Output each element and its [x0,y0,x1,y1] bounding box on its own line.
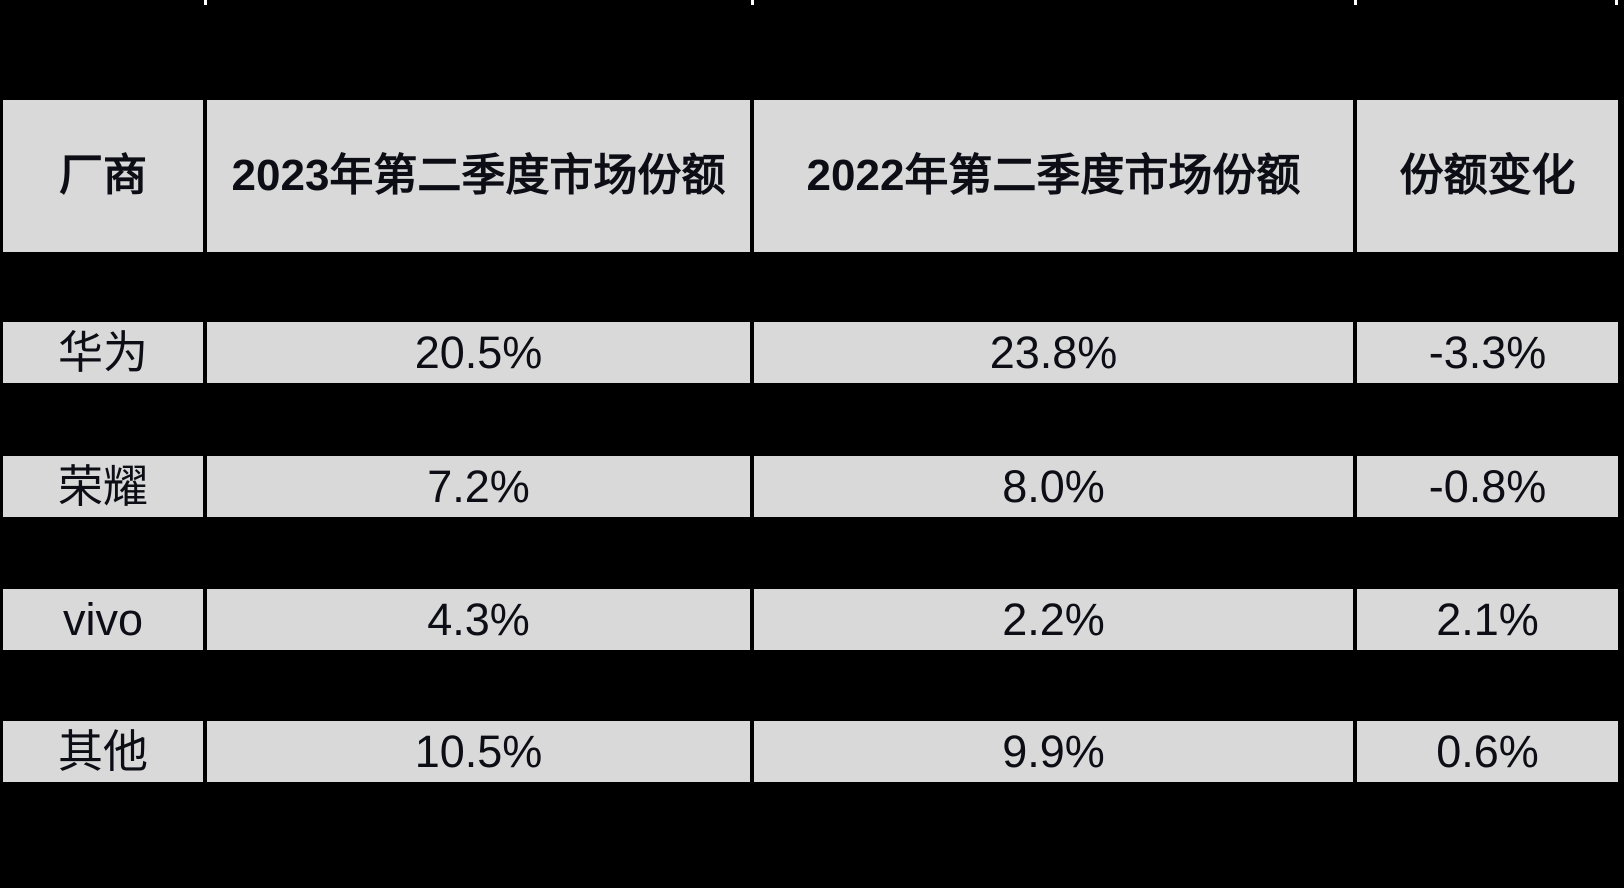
cell-share-change: -0.8% [1428,461,1547,512]
cell-q2-2022-share: 23.8% [754,322,1357,383]
cell-q2-2023-share: 7.2% [207,456,754,517]
cell-vendor: 荣耀 [3,456,207,517]
table-row-huawei: 华为 20.5% 23.8% -3.3% [3,322,1618,383]
top-grid-tick [1354,0,1357,5]
top-grid-tick [1615,0,1618,5]
cell-q2-2023-share: 4.3% [207,589,754,650]
table-row-others: 其他 10.5% 9.9% 0.6% [3,721,1618,782]
top-grid-tick [751,0,754,5]
cell-vendor: 其他 [3,721,207,782]
column-header-vendor: 厂商 [3,100,207,252]
cell-vendor: 华为 [3,322,207,383]
cell-q2-2022-share: 9.9% [754,721,1357,782]
cell-q2-2022-share: 2.2% [754,589,1357,650]
cell-share-change: 2.1% [1436,594,1539,645]
column-header-q2-2023-share: 2023年第二季度市场份额 [207,100,754,252]
cell-q2-2023-share: 20.5% [207,322,754,383]
cell-share-change: 0.6% [1436,726,1539,777]
cell-q2-2023-share: 10.5% [207,721,754,782]
top-grid-tick [204,0,207,5]
column-header-q2-2022-share: 2022年第二季度市场份额 [754,100,1357,252]
cell-share-change: -3.3% [1428,327,1547,378]
table-row-honor: 荣耀 7.2% 8.0% -0.8% [3,456,1618,517]
cell-vendor: vivo [3,589,207,650]
table-header-row: 厂商 2023年第二季度市场份额 2022年第二季度市场份额 份额变化 [3,100,1618,252]
table-row-vivo: vivo 4.3% 2.2% 2.1% [3,589,1618,650]
cell-q2-2022-share: 8.0% [754,456,1357,517]
column-header-share-change: 份额变化 [1399,151,1576,200]
